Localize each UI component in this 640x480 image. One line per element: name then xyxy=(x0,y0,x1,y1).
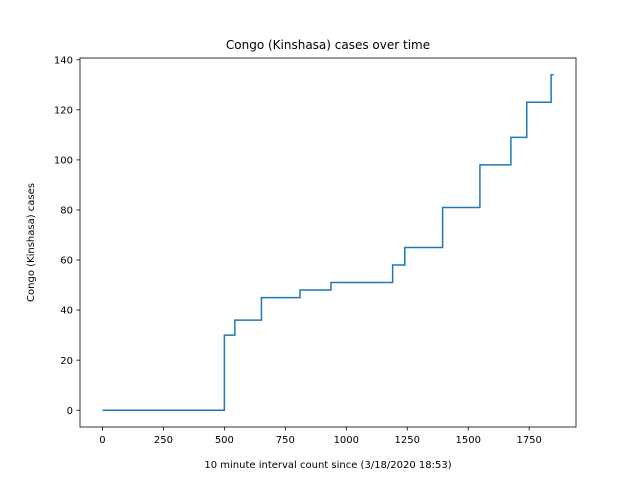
x-tick-label: 0 xyxy=(99,435,105,446)
x-tick-label: 1250 xyxy=(395,435,420,446)
x-tick-label: 500 xyxy=(215,435,234,446)
y-tick-label: 20 xyxy=(60,356,73,367)
y-tick-label: 40 xyxy=(60,306,73,317)
y-tick-label: 80 xyxy=(60,206,73,217)
y-tick-label: 60 xyxy=(60,256,73,267)
y-tick-label: 0 xyxy=(67,406,73,417)
x-axis: 0 250 500 750 1000 1250 1500 1750 xyxy=(99,427,542,446)
y-tick-label: 140 xyxy=(54,55,73,66)
x-tick-label: 1500 xyxy=(455,435,480,446)
plot-frame xyxy=(79,57,577,428)
x-tick-label: 1000 xyxy=(334,435,359,446)
x-tick-label: 250 xyxy=(154,435,173,446)
x-tick-label: 750 xyxy=(276,435,295,446)
x-tick-label: 1750 xyxy=(516,435,541,446)
y-axis-title: Congo (Kinshasa) cases xyxy=(26,183,37,302)
y-tick-label: 100 xyxy=(54,155,73,166)
series-line xyxy=(102,74,554,411)
y-axis: 0 20 40 60 80 100 120 140 xyxy=(54,55,80,417)
x-axis-title: 10 minute interval count since (3/18/202… xyxy=(204,460,451,471)
chart-title: Congo (Kinshasa) cases over time xyxy=(226,38,430,52)
series-group xyxy=(102,74,554,411)
y-tick-label: 120 xyxy=(54,105,73,116)
plot-area xyxy=(80,58,576,427)
